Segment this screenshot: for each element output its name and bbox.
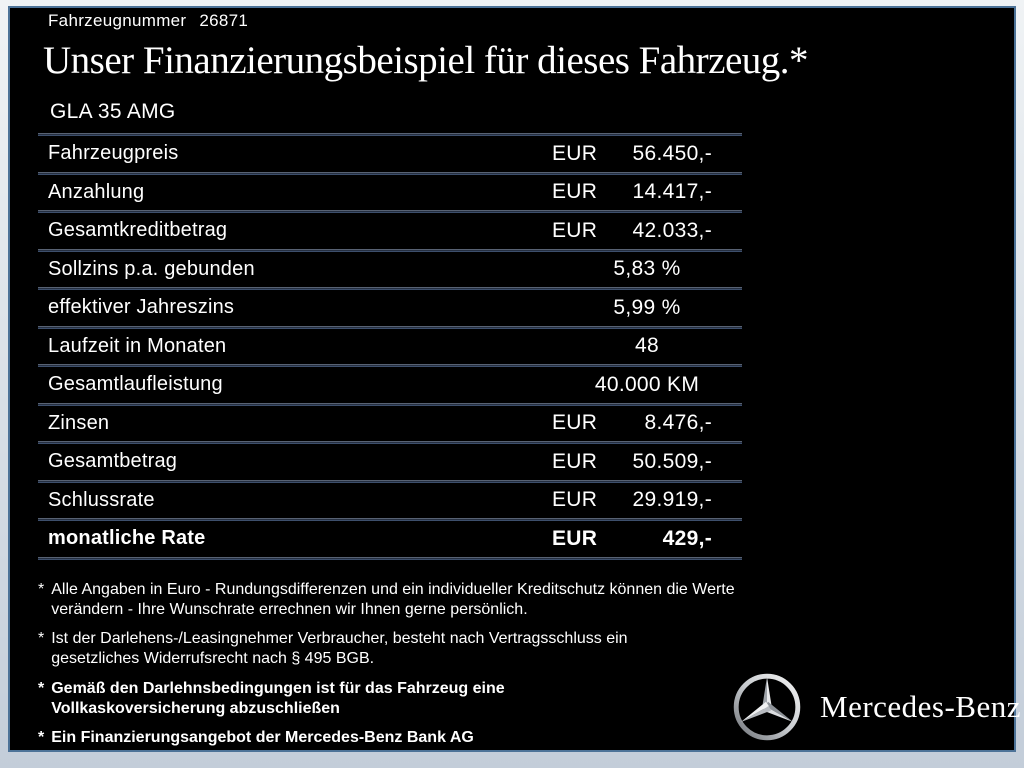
row-amount: 48 (635, 334, 659, 358)
row-amount: 14.417,- (632, 180, 712, 204)
footnotes: * Alle Angaben in Euro - Rundungsdifferen… (38, 580, 754, 757)
mercedes-star-icon (733, 673, 801, 741)
brand-logo: Mercedes-Benz (732, 672, 1021, 742)
row-label: Gesamtkreditbetrag (48, 219, 228, 242)
row-value: 40.000 KM (552, 373, 742, 397)
currency-prefix: EUR (552, 449, 598, 473)
row-label: Anzahlung (48, 180, 145, 203)
currency-prefix: EUR (552, 141, 598, 165)
footnote-text: Ein Finanzierungsangebot der Mercedes-Be… (51, 728, 474, 746)
table-divider (38, 556, 742, 560)
footnote-marker: * (38, 630, 45, 648)
table-divider (38, 287, 742, 290)
page-title: Unser Finanzierungsbeispiel für dieses F… (43, 39, 809, 82)
financing-sheet: Fahrzeugnummer 26871 Unser Finanzierungsb… (8, 6, 1021, 752)
table-row: Gesamtkreditbetrag EUR 42.033,- (38, 213, 742, 249)
row-value: 48 (552, 334, 742, 358)
row-value: EUR 50.509,- (552, 450, 742, 474)
row-amount: 40.000 KM (594, 372, 700, 396)
table-divider (38, 171, 742, 175)
row-label: Zinsen (48, 411, 110, 434)
table-row: Zinsen EUR 8.476,- (38, 406, 742, 442)
vehicle-number-label: Fahrzeugnummer (48, 11, 187, 30)
table-divider (38, 210, 742, 213)
row-value: EUR 14.417,- (552, 180, 742, 204)
table-divider (38, 248, 742, 252)
row-label: Schlussrate (48, 488, 155, 511)
footnote: * Ein Finanzierungsangebot der Mercedes-B… (38, 728, 754, 748)
row-label: Laufzeit in Monaten (48, 334, 227, 357)
table-row: monatliche Rate EUR 429,- (38, 521, 742, 557)
footnote: * Gemäß den Darlehnsbedingungen ist für d… (38, 679, 754, 719)
table-row: Laufzeit in Monaten 48 (38, 329, 742, 365)
table-divider (38, 364, 742, 367)
row-amount: 56.450,- (632, 141, 712, 165)
row-amount: 42.033,- (632, 218, 712, 242)
row-label: effektiver Jahreszins (48, 296, 235, 319)
table-divider (38, 133, 742, 136)
financing-table: Fahrzeugpreis EUR 56.450,- Anzahlung EUR 14.4… (38, 133, 742, 560)
footnote-marker: * (38, 679, 45, 697)
table-divider (38, 441, 742, 444)
table-row: Gesamtbetrag EUR 50.509,- (38, 444, 742, 480)
footnote: * Alle Angaben in Euro - Rundungsdifferen… (38, 580, 754, 620)
table-divider (38, 402, 742, 406)
row-label: Gesamtbetrag (48, 450, 178, 473)
table-row: Fahrzeugpreis EUR 56.450,- (38, 136, 742, 172)
row-amount: 429,- (662, 526, 712, 550)
table-divider (38, 518, 742, 521)
row-value: EUR 8.476,- (552, 411, 742, 435)
vehicle-number: Fahrzeugnummer 26871 (48, 11, 248, 31)
footnote-text: Gemäß den Darlehnsbedingungen ist für da… (51, 679, 505, 717)
row-label: Sollzins p.a. gebunden (48, 257, 255, 280)
table-row: Sollzins p.a. gebunden 5,83 % (38, 252, 742, 288)
row-amount: 50.509,- (632, 449, 712, 473)
table-row: Gesamtlaufleistung 40.000 KM (38, 367, 742, 403)
currency-prefix: EUR (552, 218, 598, 242)
table-row: effektiver Jahreszins 5,99 % (38, 290, 742, 326)
row-amount: 5,99 % (613, 295, 681, 319)
footnote-marker: * (38, 581, 45, 598)
footnote-text: Alle Angaben in Euro - Rundungsdifferenz… (51, 581, 735, 619)
row-value: EUR 29.919,- (552, 488, 742, 512)
footnote-text: Ist der Darlehens-/Leasingnehmer Verbrau… (51, 630, 628, 668)
vehicle-number-value: 26871 (199, 11, 249, 30)
currency-prefix: EUR (552, 180, 598, 204)
row-amount: 29.919,- (632, 488, 712, 512)
row-label: monatliche Rate (48, 527, 206, 550)
row-value: 5,83 % (552, 257, 742, 281)
row-amount: 8.476,- (644, 411, 712, 435)
brand-wordmark: Mercedes-Benz (820, 689, 1022, 724)
row-value: 5,99 % (552, 296, 742, 320)
vehicle-model: GLA 35 AMG (50, 100, 176, 123)
table-divider (38, 325, 742, 329)
row-label: Fahrzeugpreis (48, 142, 179, 165)
row-value: EUR 429,- (552, 527, 742, 551)
table-row: Anzahlung EUR 14.417,- (38, 175, 742, 211)
table-divider (38, 479, 742, 483)
row-value: EUR 56.450,- (552, 142, 742, 166)
currency-prefix: EUR (552, 526, 598, 550)
currency-prefix: EUR (552, 411, 598, 435)
footnote: * Ist der Darlehens-/Leasingnehmer Verbra… (38, 629, 754, 669)
footnote-marker: * (38, 728, 45, 746)
table-row: Schlussrate EUR 29.919,- (38, 483, 742, 519)
currency-prefix: EUR (552, 488, 598, 512)
row-label: Gesamtlaufleistung (48, 373, 223, 396)
row-value: EUR 42.033,- (552, 219, 742, 243)
row-amount: 5,83 % (613, 257, 681, 281)
